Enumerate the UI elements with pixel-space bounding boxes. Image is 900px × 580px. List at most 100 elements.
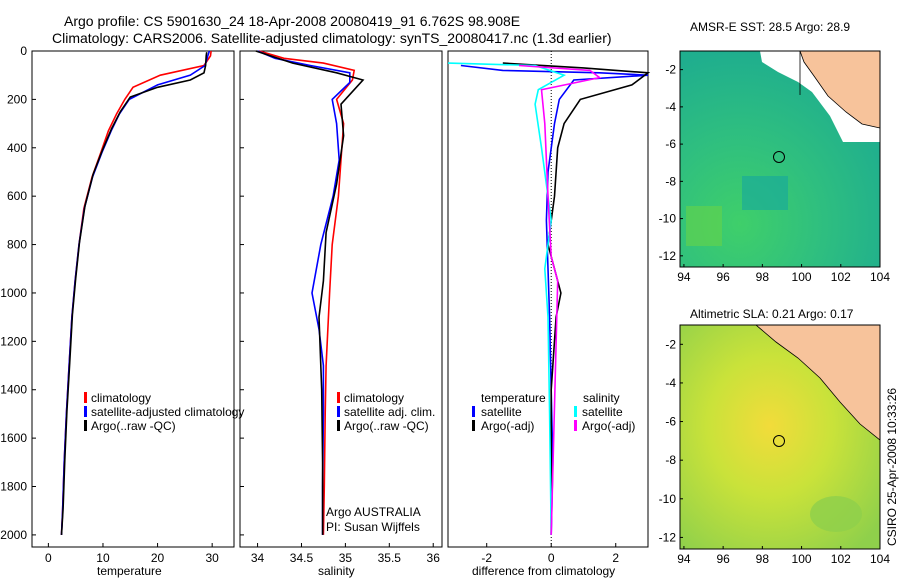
y-tick-label: 1400: [0, 383, 27, 397]
x-tick-label: 20: [151, 551, 165, 565]
x-tick-label: 0: [45, 551, 52, 565]
sst-map-title: AMSR-E SST: 28.5 Argo: 28.9: [690, 20, 850, 34]
map-x-tick-label: 104: [870, 552, 890, 566]
legend-swatch-temp-satellite: [472, 406, 475, 417]
x-tick-label: 34.5: [290, 551, 314, 565]
legend-title-salinity: salinity: [583, 391, 620, 405]
temperature-plot-frame: [31, 50, 235, 548]
x-tick-label: 36: [427, 551, 441, 565]
legend-label-sal-argo: Argo(-adj): [582, 419, 635, 433]
difference-chart: -2 0 2 difference from climatology tempera…: [447, 50, 651, 578]
sst-map-frame: [679, 50, 881, 268]
map-x-tick-label: 102: [831, 270, 851, 284]
temperature-legend: climatology satellite-adjusted climatolo…: [84, 391, 244, 433]
map-y-tick-label: -12: [659, 530, 677, 544]
title-line-1: Argo profile: CS 5901630_24 18-Apr-2008 …: [64, 13, 520, 29]
title-line-2: Climatology: CARS2006. Satellite-adjuste…: [52, 30, 612, 46]
legend-label-argo: Argo(..raw -QC): [91, 419, 176, 433]
x-tick-label: 2: [612, 551, 619, 565]
y-tick-label: 1800: [0, 480, 27, 494]
salinity-chart: 34 34.5 35 35.5 36 salinity climatology sate…: [239, 50, 443, 578]
y-tick-label: 600: [7, 189, 27, 203]
series-line-temperature-satellite: [460, 64, 649, 535]
series-line-argo-raw-qc-: [255, 50, 365, 535]
legend-label-satellite: satellite-adjusted climatology: [91, 405, 244, 419]
x-tick-label: 34: [251, 551, 265, 565]
y-tick-label: 1200: [0, 334, 27, 348]
map-x-tick-label: 104: [870, 270, 890, 284]
legend-swatch-argo: [84, 420, 87, 431]
sst-argo-location-marker: [773, 151, 785, 163]
map-x-tick-label: 96: [716, 270, 730, 284]
legend-swatch-temp-argo: [472, 420, 475, 431]
sst-cool-patch: [742, 176, 788, 210]
legend-label-argo: Argo(..raw -QC): [344, 419, 429, 433]
series-line-temperature-argo-adj-: [502, 62, 651, 535]
sst-map: AMSR-E SST: 28.5 Argo: 28.9 94 96 98 100 102…: [659, 20, 891, 284]
map-y-tick-label: -8: [665, 453, 676, 467]
y-tick-label: 2000: [0, 528, 27, 542]
map-x-tick-label: 98: [756, 270, 770, 284]
map-y-tick-label: -6: [665, 415, 676, 429]
series-line-argo-raw-qc-: [60, 52, 208, 535]
legend-label-satellite: satellite adj. clim.: [344, 405, 435, 419]
map-x-tick-label: 98: [756, 552, 770, 566]
sla-map: Altimetric SLA: 0.21 Argo: 0.17 94 96 98 10…: [659, 307, 891, 566]
credit-pi: PI: Susan Wijffels: [326, 520, 420, 534]
sla-map-title: Altimetric SLA: 0.21 Argo: 0.17: [690, 307, 854, 321]
legend-swatch-sal-satellite: [574, 406, 577, 417]
y-tick-label: 800: [7, 238, 27, 252]
map-x-tick-label: 94: [677, 270, 691, 284]
temperature-x-label: temperature: [97, 564, 162, 578]
temperature-chart: 0 10 20 30 0 200 400 600 800 1000 1200 1400 1600 180…: [0, 44, 244, 578]
map-y-tick-label: -4: [665, 376, 676, 390]
map-x-tick-label: 94: [677, 552, 691, 566]
legend-swatch-satellite: [84, 406, 87, 417]
series-line-climatology: [60, 50, 212, 535]
legend-label-temp-argo: Argo(-adj): [481, 419, 534, 433]
credit-argo-australia: Argo AUSTRALIA: [326, 505, 421, 519]
x-tick-label: 0: [548, 551, 555, 565]
x-tick-label: -2: [481, 551, 492, 565]
series-line-satellite-adj-clim-: [257, 50, 351, 535]
map-y-tick-label: -8: [665, 174, 676, 188]
legend-label-sal-satellite: satellite: [582, 405, 623, 419]
map-x-tick-label: 100: [792, 270, 812, 284]
y-tick-label: 0: [20, 44, 27, 58]
legend-swatch-argo: [337, 420, 340, 431]
map-x-tick-label: 96: [716, 552, 730, 566]
difference-legend: temperature salinity satellite Argo(-adj…: [472, 391, 635, 433]
x-tick-label: 10: [96, 551, 110, 565]
legend-swatch-climatology: [337, 392, 340, 403]
x-tick-label: 30: [205, 551, 219, 565]
sla-argo-location-marker: [773, 435, 785, 447]
map-y-tick-label: -6: [665, 137, 676, 151]
salinity-x-label: salinity: [318, 564, 355, 578]
series-line-salinity-satellite: [447, 62, 567, 535]
legend-label-climatology: climatology: [344, 391, 404, 405]
y-tick-label: 200: [7, 92, 27, 106]
salinity-plot-frame: [239, 50, 443, 548]
y-tick-label: 1000: [0, 286, 27, 300]
map-y-tick-label: -10: [659, 212, 677, 226]
x-tick-label: 35.5: [378, 551, 402, 565]
map-y-tick-label: -4: [665, 100, 676, 114]
series-line-satellite-adjusted-climatology: [60, 50, 211, 535]
map-y-tick-label: -2: [665, 337, 676, 351]
side-credit: CSIRO 25-Apr-2008 10:33:26: [885, 388, 899, 546]
sst-warm-patch: [686, 206, 722, 246]
legend-swatch-climatology: [84, 392, 87, 403]
map-x-tick-label: 100: [792, 552, 812, 566]
y-tick-label: 400: [7, 141, 27, 155]
x-tick-label: 35: [339, 551, 353, 565]
sla-map-frame: [679, 324, 881, 550]
difference-plot-frame: [447, 50, 649, 548]
y-tick-label: 1600: [0, 431, 27, 445]
salinity-legend: climatology satellite adj. clim. Argo(..…: [337, 391, 435, 433]
legend-label-climatology: climatology: [91, 391, 151, 405]
series-line-climatology: [259, 50, 356, 535]
sla-low-patch: [810, 496, 862, 532]
difference-x-label: difference from climatology: [472, 564, 615, 578]
map-y-tick-label: -12: [659, 249, 677, 263]
